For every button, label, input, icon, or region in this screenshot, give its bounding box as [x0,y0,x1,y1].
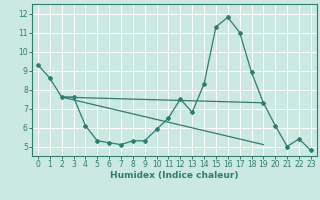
X-axis label: Humidex (Indice chaleur): Humidex (Indice chaleur) [110,171,239,180]
